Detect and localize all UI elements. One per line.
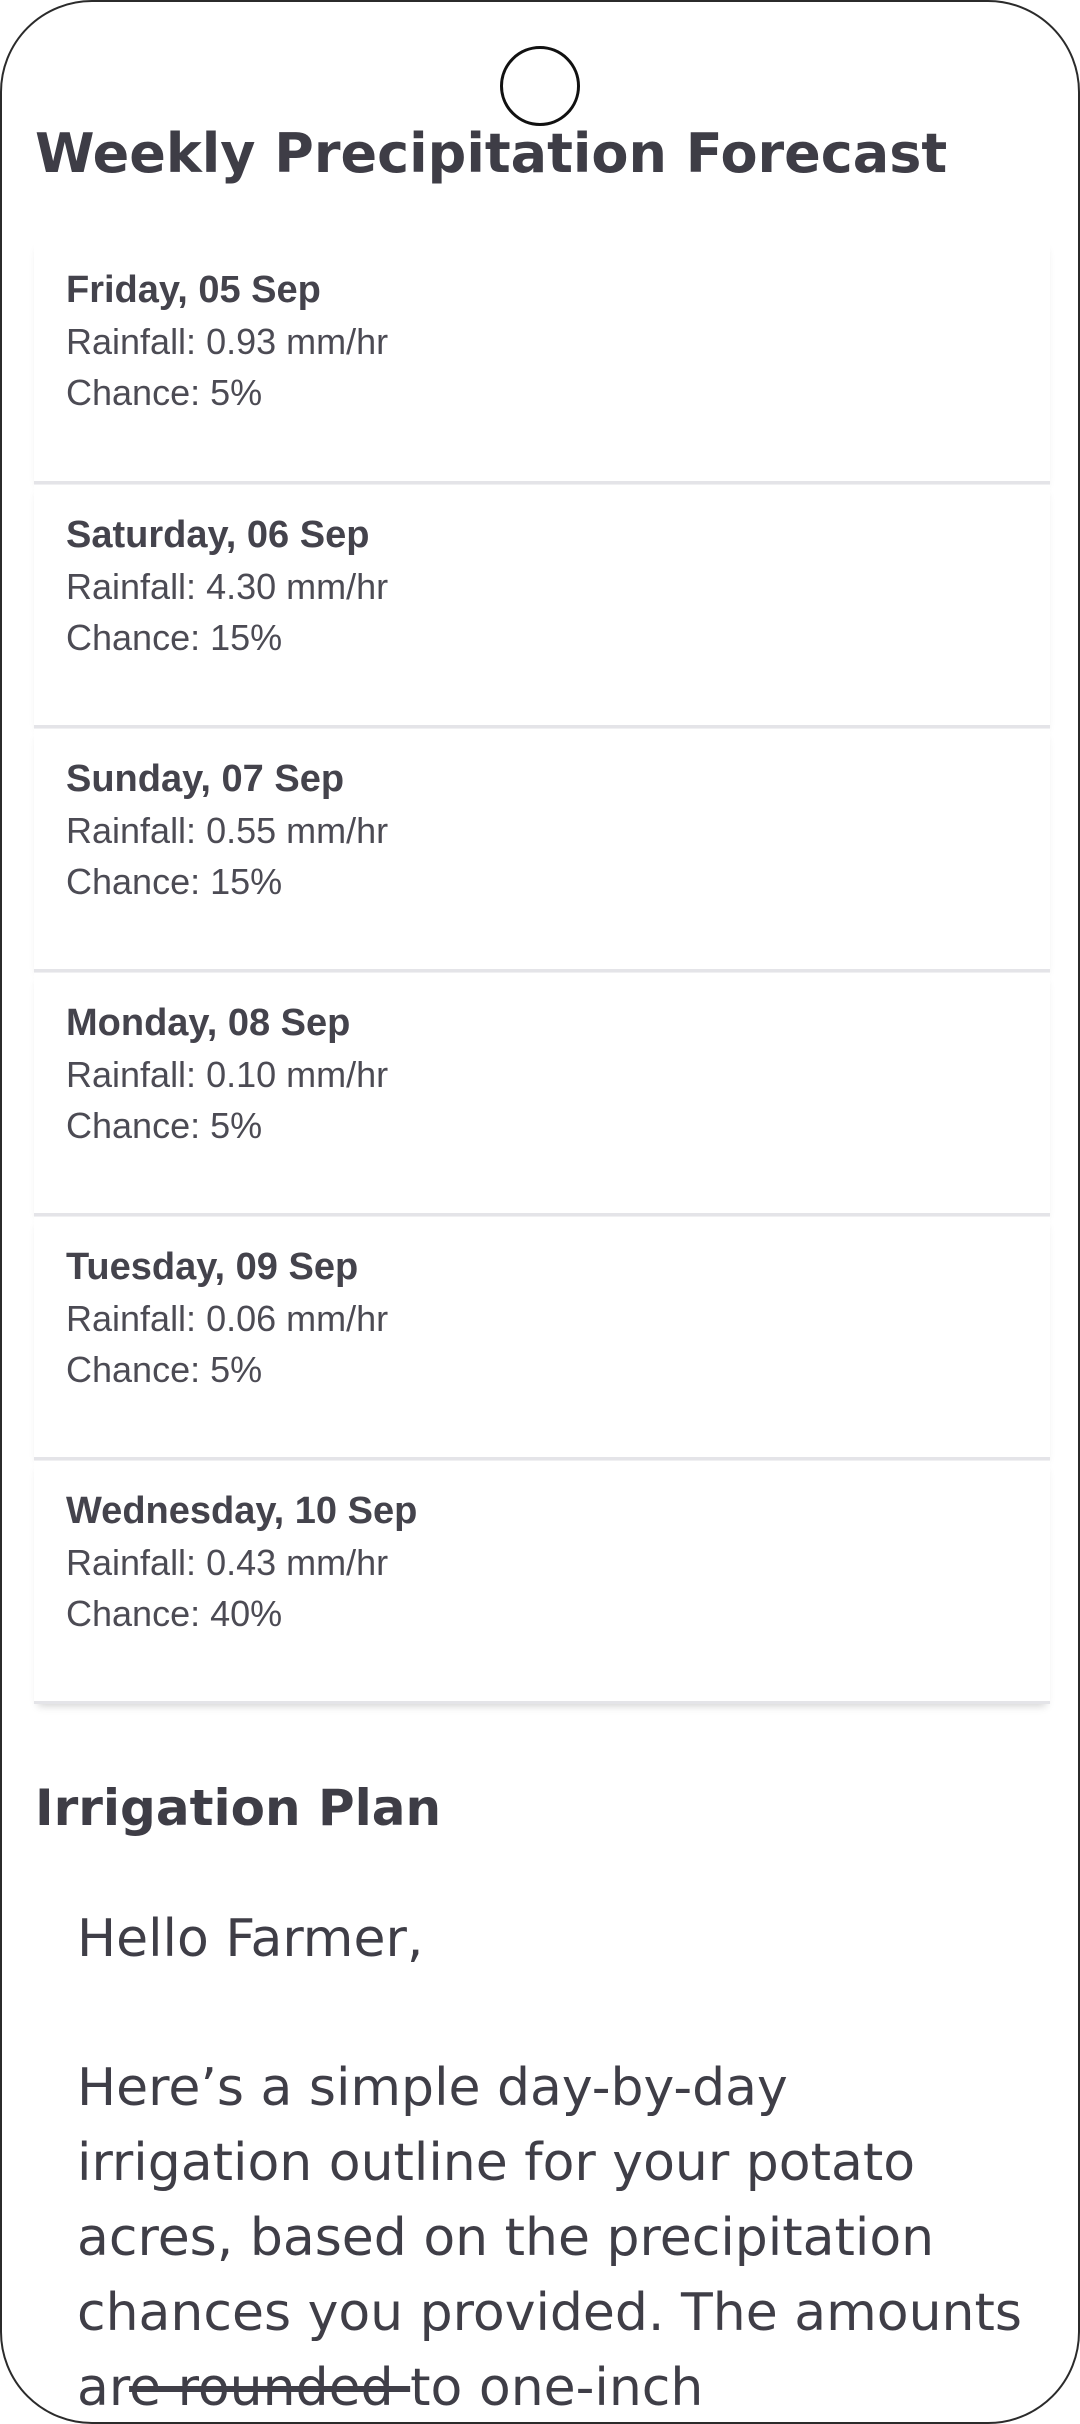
forecast-day-card: Friday, 05 Sep Rainfall: 0.93 mm/hr Chan… <box>34 240 1050 484</box>
forecast-day-card: Monday, 08 Sep Rainfall: 0.10 mm/hr Chan… <box>34 972 1050 1216</box>
forecast-date: Saturday, 06 Sep <box>66 514 370 556</box>
message-body-struck-text: e rounded <box>129 2358 411 2418</box>
message-body: Here’s a simple day-by-day irrigation ou… <box>77 2051 1037 2422</box>
forecast-day-card: Tuesday, 09 Sep Rainfall: 0.06 mm/hr Cha… <box>34 1216 1050 1460</box>
forecast-list: Friday, 05 Sep Rainfall: 0.93 mm/hr Chan… <box>34 240 1050 1704</box>
forecast-date: Tuesday, 09 Sep <box>66 1246 359 1288</box>
page-title: Weekly Precipitation Forecast <box>35 122 948 185</box>
forecast-chance: Chance: 5% <box>66 1105 263 1146</box>
forecast-chance: Chance: 5% <box>66 1349 263 1390</box>
message-body-text-continued: to one-inch <box>410 2358 704 2418</box>
forecast-rainfall: Rainfall: 0.10 mm/hr <box>66 1054 389 1095</box>
forecast-day-card: Sunday, 07 Sep Rainfall: 0.55 mm/hr Chan… <box>34 728 1050 972</box>
irrigation-message: Hello Farmer, Here’s a simple day-by-day… <box>77 1902 1037 2422</box>
message-body-text: Here’s a simple day-by-day irrigation ou… <box>77 2058 1022 2418</box>
forecast-rainfall: Rainfall: 0.06 mm/hr <box>66 1298 389 1339</box>
forecast-rainfall: Rainfall: 4.30 mm/hr <box>66 566 389 607</box>
forecast-day-card: Wednesday, 10 Sep Rainfall: 0.43 mm/hr C… <box>34 1460 1050 1704</box>
forecast-rainfall: Rainfall: 0.93 mm/hr <box>66 321 389 362</box>
message-greeting: Hello Farmer, <box>77 1909 424 1969</box>
irrigation-plan-title: Irrigation Plan <box>35 1779 442 1837</box>
forecast-date: Monday, 08 Sep <box>66 1002 351 1044</box>
forecast-rainfall: Rainfall: 0.43 mm/hr <box>66 1542 389 1583</box>
forecast-date: Sunday, 07 Sep <box>66 758 345 800</box>
forecast-date: Friday, 05 Sep <box>66 269 321 311</box>
forecast-chance: Chance: 15% <box>66 617 283 658</box>
forecast-day-card: Saturday, 06 Sep Rainfall: 4.30 mm/hr Ch… <box>34 484 1050 728</box>
forecast-rainfall: Rainfall: 0.55 mm/hr <box>66 810 389 851</box>
front-camera-cutout <box>500 46 580 126</box>
forecast-chance: Chance: 15% <box>66 861 283 902</box>
forecast-chance: Chance: 40% <box>66 1593 283 1634</box>
forecast-chance: Chance: 5% <box>66 372 263 413</box>
forecast-date: Wednesday, 10 Sep <box>66 1490 418 1532</box>
